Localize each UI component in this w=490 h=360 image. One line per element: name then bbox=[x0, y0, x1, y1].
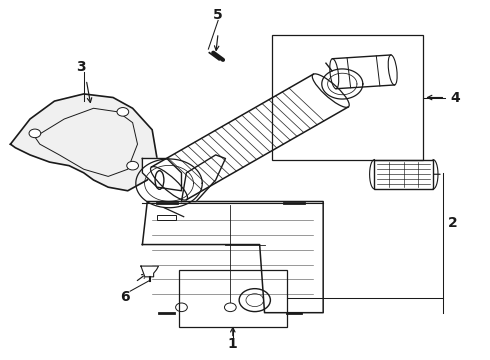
Circle shape bbox=[175, 303, 187, 312]
Polygon shape bbox=[141, 266, 159, 277]
Circle shape bbox=[29, 129, 41, 138]
Polygon shape bbox=[143, 202, 323, 313]
Text: 1: 1 bbox=[228, 337, 238, 351]
Circle shape bbox=[127, 161, 139, 170]
Polygon shape bbox=[10, 94, 157, 191]
Polygon shape bbox=[181, 155, 225, 202]
Bar bbox=[374, 159, 433, 189]
Bar bbox=[272, 35, 423, 160]
Polygon shape bbox=[333, 55, 394, 89]
Circle shape bbox=[117, 108, 129, 116]
Bar bbox=[157, 215, 176, 220]
Text: 4: 4 bbox=[450, 90, 460, 104]
Text: 3: 3 bbox=[76, 60, 86, 74]
Circle shape bbox=[224, 303, 236, 312]
Text: 6: 6 bbox=[121, 289, 130, 303]
Bar bbox=[179, 270, 287, 327]
Text: 2: 2 bbox=[448, 216, 458, 230]
Text: 5: 5 bbox=[213, 8, 223, 22]
Polygon shape bbox=[151, 74, 348, 200]
Polygon shape bbox=[143, 158, 181, 191]
